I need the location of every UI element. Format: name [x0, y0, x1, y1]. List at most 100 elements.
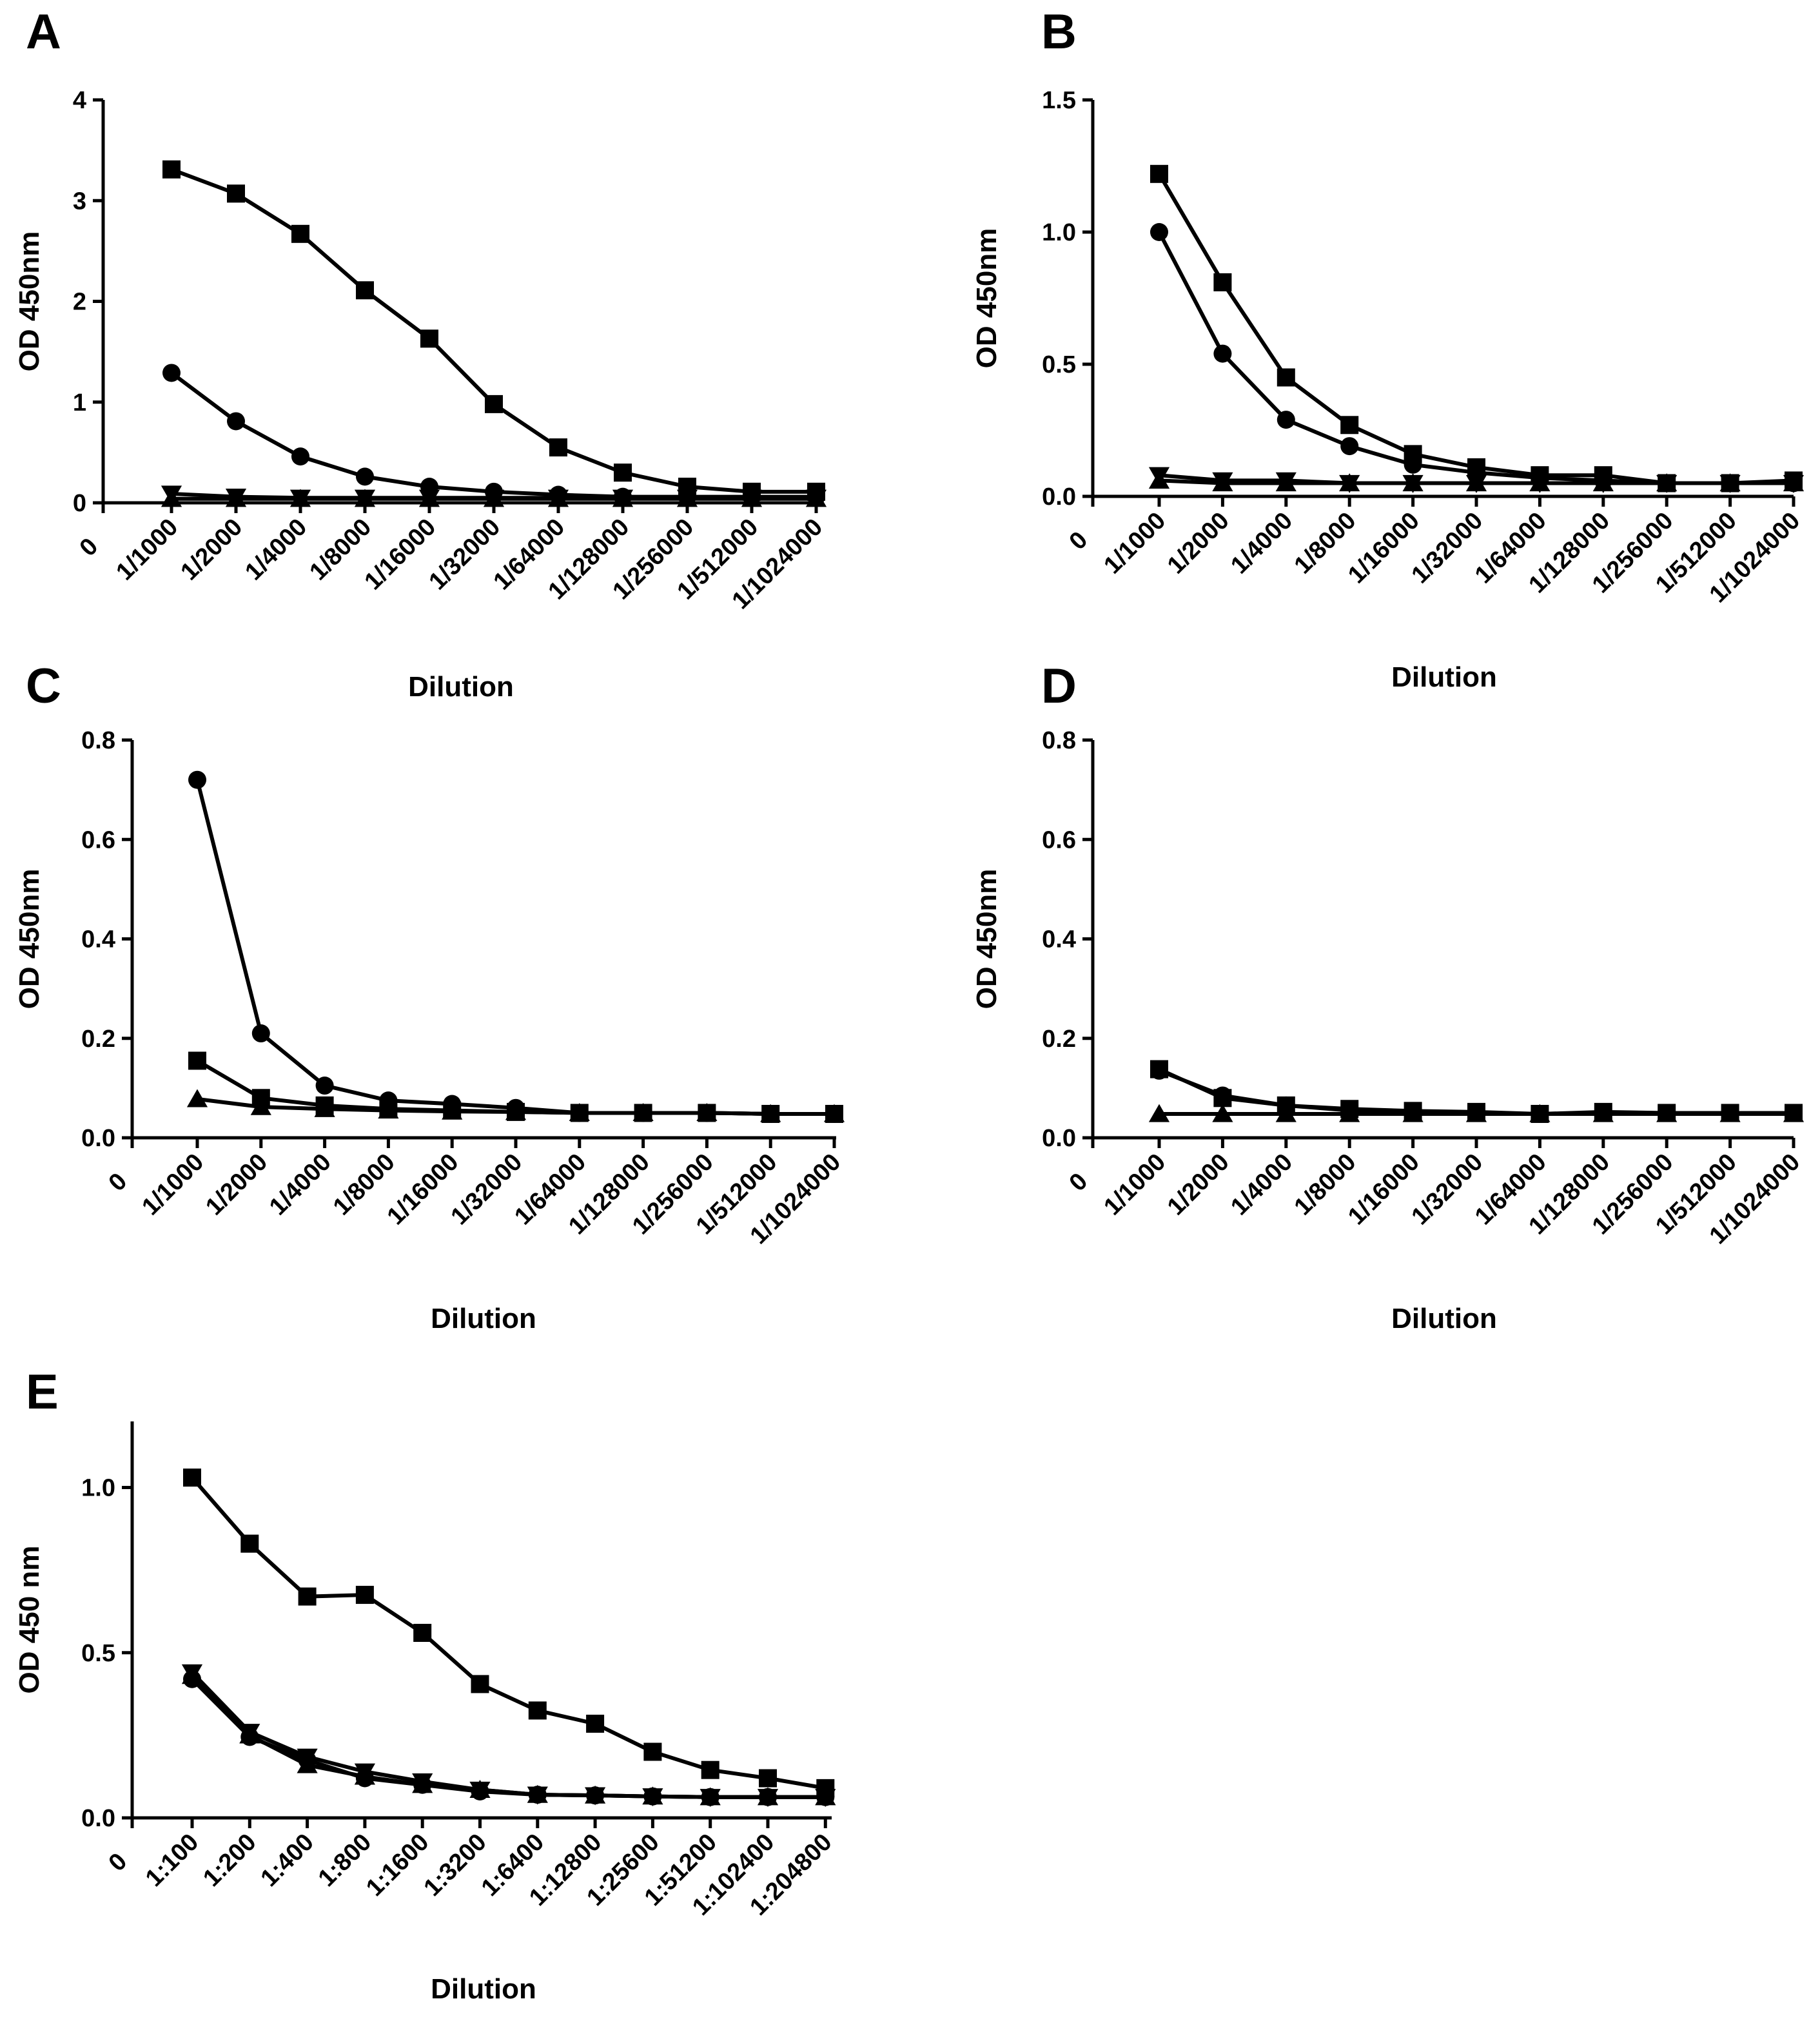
- panel-d-data-point: [1150, 1061, 1168, 1080]
- panel-b-data-point: [1402, 473, 1424, 492]
- panel-c-data-point: [250, 1097, 271, 1115]
- panel-c-data-point: [314, 1098, 335, 1117]
- panel-b-data-point: [1592, 473, 1614, 492]
- panel-b-data-point: [1277, 368, 1295, 387]
- panel-e-data-point: [759, 1769, 777, 1788]
- panel-d-data-point: [1213, 1086, 1232, 1105]
- panel-e-data-point: [586, 1714, 605, 1733]
- panel-e-y-tick-label: 1.0: [81, 1475, 115, 1502]
- panel-a-data-point: [291, 447, 309, 466]
- panel-b-series-line: [1157, 231, 1794, 485]
- panel-b-y-tick-label: 1.0: [1042, 219, 1076, 246]
- panel-e-x-tick-label: 1:1600: [361, 1829, 434, 1902]
- panel-b-data-point: [1148, 471, 1170, 489]
- panel-e-series-triangle-down: [181, 1664, 836, 1808]
- panel-b-data-point: [1339, 473, 1360, 492]
- panel-a-data-point: [485, 395, 503, 413]
- panel-a-data-point: [291, 224, 309, 243]
- panel-a-x-tick-label: 1/4000: [240, 514, 312, 586]
- panel-a-data-point: [227, 184, 245, 203]
- panel-b-data-point: [1529, 473, 1551, 492]
- panel-d-data-point: [1719, 1104, 1741, 1122]
- panel-e-y-tick-label: 0.0: [81, 1805, 115, 1832]
- panel-a-x-tick-label: 1/2000: [175, 514, 248, 586]
- panel-c-y-axis-title: OD 450nm: [14, 869, 45, 1010]
- panel-d-data-point: [1148, 1104, 1170, 1122]
- panel-c-series-circle: [188, 770, 843, 1123]
- panel-a-y-tick-label: 4: [73, 87, 86, 114]
- panel-c-x-tick-label: 1/4000: [264, 1149, 337, 1221]
- panel-c-data-point: [188, 770, 206, 789]
- panel-c-letter: C: [26, 659, 61, 714]
- panel-d-letter: D: [1041, 659, 1077, 714]
- panel-e-data-point: [759, 1788, 777, 1806]
- panel-a-data-point: [356, 467, 374, 486]
- panel-e-data-point: [413, 1775, 432, 1794]
- panel-b-data-point: [1340, 416, 1359, 434]
- panel-d-data-point: [1656, 1104, 1678, 1122]
- panel-b-data-point: [1404, 455, 1422, 474]
- panel-d-data-point: [1339, 1104, 1360, 1122]
- panel-e-data-point: [701, 1788, 719, 1806]
- panel-b-y-tick-label: 1.5: [1042, 87, 1076, 114]
- panel-d-x-tick-label: 1/2000: [1162, 1149, 1235, 1221]
- panel-e-series-square: [183, 1468, 835, 1797]
- panel-a-data-point: [289, 489, 311, 507]
- panel-c-series-line: [195, 779, 834, 1116]
- panel-a-y-tick-label: 0: [73, 490, 86, 517]
- panel-a-data-point: [354, 489, 376, 507]
- panel-a-data-point: [483, 489, 505, 507]
- panel-a-data-point: [614, 463, 632, 482]
- panel-b: B0.00.51.01.50 1/10001/20001/40001/80001/…: [971, 5, 1805, 693]
- panel-a-y-tick-label: 2: [73, 289, 86, 316]
- panel-e-data-point: [643, 1742, 662, 1761]
- panel-c-x-tick-label: 1/2000: [201, 1149, 273, 1221]
- panel-b-data-point: [1213, 273, 1232, 291]
- panel-b-data-point: [1465, 473, 1487, 492]
- panel-c-x-tick-label-zero: 0: [104, 1168, 133, 1197]
- panel-b-data-point: [1150, 164, 1168, 183]
- panel-a-data-point: [612, 489, 634, 507]
- panel-b-y-axis-title: OD 450nm: [971, 228, 1003, 369]
- panel-e-data-point: [240, 1534, 259, 1553]
- panel-d-data-point: [1275, 1104, 1297, 1122]
- panel-e-data-point: [183, 1670, 201, 1688]
- panel-b-series-square: [1150, 164, 1803, 493]
- panel-e-x-tick-label: 1:3200: [418, 1829, 491, 1902]
- panel-e-series-line: [190, 1674, 826, 1799]
- panel-c-data-point: [569, 1103, 590, 1122]
- panel-d-data-point: [1783, 1104, 1805, 1122]
- panel-e-data-point: [528, 1786, 547, 1804]
- panel-e-y-tick-label: 0.5: [81, 1640, 115, 1667]
- panel-d-x-tick-label: 1/4000: [1226, 1149, 1298, 1221]
- panel-a-x-axis-title: Dilution: [408, 671, 514, 703]
- panel-c-y-tick-label: 0.6: [81, 826, 115, 853]
- panel-c-data-point: [442, 1101, 463, 1120]
- panel-d-y-tick-label: 0.0: [1042, 1125, 1076, 1152]
- panel-c-y-tick-label: 0.8: [81, 727, 115, 754]
- panel-a-x-tick-label: 1/16000: [360, 514, 442, 596]
- panel-a-y-tick-label: 3: [73, 188, 86, 215]
- panel-a-data-point: [225, 489, 247, 507]
- panel-a-data-point: [549, 438, 567, 457]
- panel-d-data-point: [1402, 1104, 1424, 1122]
- panel-b-data-point: [1719, 473, 1741, 492]
- panel-b-data-point: [1340, 437, 1359, 456]
- panel-d-data-point: [1212, 1104, 1233, 1122]
- panel-a-data-point: [418, 489, 440, 507]
- panel-a-series-line: [170, 168, 816, 494]
- panel-c-data-point: [505, 1102, 527, 1120]
- panel-d-x-tick-label-zero: 0: [1064, 1168, 1093, 1197]
- panel-c-x-tick-label: 1/16000: [382, 1149, 464, 1231]
- panel-b-x-axis-title: Dilution: [1391, 661, 1497, 693]
- panel-e-data-point: [528, 1701, 547, 1720]
- panel-c-data-point: [378, 1100, 399, 1119]
- panel-a-data-point: [162, 160, 181, 179]
- panel-e-data-point: [183, 1468, 201, 1487]
- panel-a-letter: A: [26, 5, 61, 59]
- panel-a-data-point: [547, 489, 569, 507]
- panel-c-y-tick-label: 0.4: [81, 926, 115, 953]
- panel-a-data-point: [227, 412, 245, 431]
- panel-d: D0.00.20.40.60.80 1/10001/20001/40001/800…: [971, 659, 1805, 1334]
